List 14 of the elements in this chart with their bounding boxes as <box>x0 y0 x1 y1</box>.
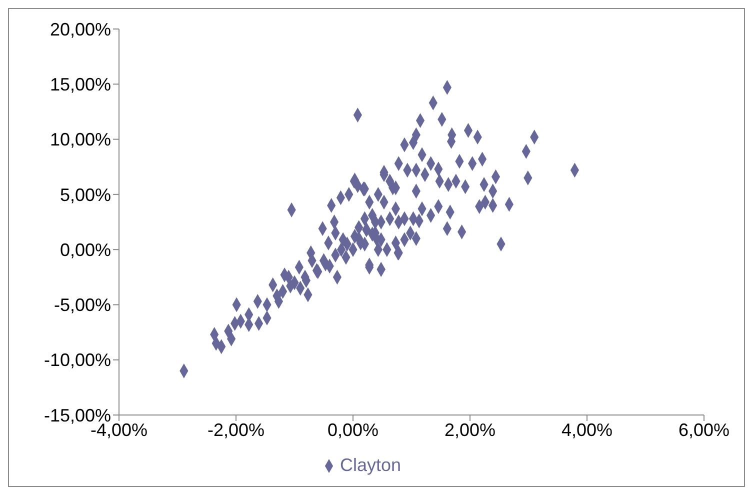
x-tick-label: -2,00% <box>207 420 265 440</box>
y-tick-label: -10,00% <box>44 350 111 370</box>
y-tick-label: -15,00% <box>44 405 111 426</box>
x-tick-label: 2,00% <box>444 420 496 440</box>
y-tick-label: 10,00% <box>50 130 111 150</box>
y-tick-label: 5,00% <box>60 184 111 205</box>
y-tick-label: 20,00% <box>50 19 111 40</box>
x-tick-label: 6,00% <box>678 420 730 440</box>
y-tick-label: -5,00% <box>54 295 111 316</box>
x-tick-label: 0,00% <box>327 420 379 440</box>
x-tick-label: 4,00% <box>561 420 613 440</box>
legend-label: Clayton <box>340 455 402 475</box>
y-tick-label: 15,00% <box>50 74 111 95</box>
y-tick-label: 0,00% <box>60 240 111 260</box>
